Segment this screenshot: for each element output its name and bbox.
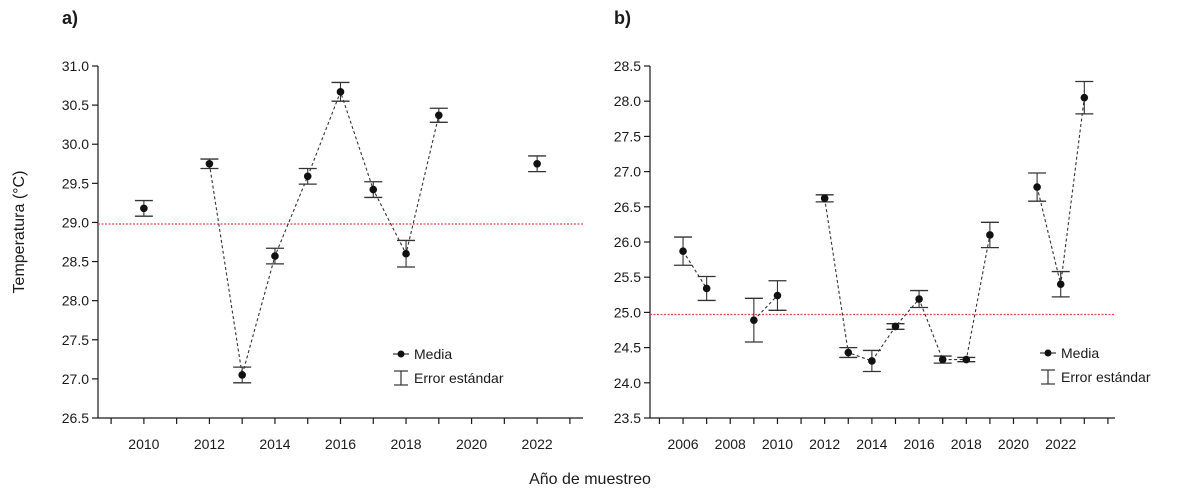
y-tick-label: 29.5 <box>62 175 89 191</box>
y-tick-label: 25.5 <box>614 269 641 285</box>
data-point <box>750 316 758 324</box>
data-point <box>891 322 900 331</box>
y-tick-label: 27.5 <box>62 332 89 348</box>
data-point <box>938 355 947 364</box>
x-axis-label: Año de muestreo <box>529 471 651 488</box>
y-tick-label: 26.0 <box>614 234 641 250</box>
legend-error-label: Error estándar <box>1061 369 1151 385</box>
data-point <box>369 185 378 194</box>
data-point <box>962 355 971 364</box>
panel-label: a) <box>62 8 78 28</box>
x-tick-label: 2008 <box>715 436 746 452</box>
data-point <box>820 194 829 203</box>
y-tick-label: 25.0 <box>614 304 641 320</box>
data-point <box>303 172 312 181</box>
y-tick-label: 26.5 <box>62 410 89 426</box>
x-tick-label: 2014 <box>856 436 887 452</box>
data-point <box>702 284 711 293</box>
panel-label: b) <box>614 8 631 28</box>
data-point <box>336 88 345 96</box>
y-tick-label: 28.5 <box>614 58 641 74</box>
legend-media-label: Media <box>414 346 452 362</box>
x-tick-label: 2016 <box>904 436 935 452</box>
y-tick-label: 28.0 <box>62 293 89 309</box>
y-tick-label: 31.0 <box>62 58 89 74</box>
x-tick-label: 2020 <box>456 436 487 452</box>
data-point <box>1056 280 1065 289</box>
y-tick-label: 23.5 <box>614 410 641 426</box>
x-tick-label: 2006 <box>667 436 698 452</box>
data-point <box>205 159 214 168</box>
y-tick-label: 24.5 <box>614 340 641 356</box>
x-tick-label: 2010 <box>128 436 159 452</box>
legend-media-marker <box>397 350 405 358</box>
y-tick-label: 29.0 <box>62 214 89 230</box>
y-tick-label: 26.5 <box>614 199 641 215</box>
y-tick-label: 30.0 <box>62 136 89 152</box>
series-line <box>753 295 778 321</box>
data-point <box>271 252 279 260</box>
data-point <box>986 231 994 239</box>
data-point <box>533 159 541 168</box>
x-tick-label: 2014 <box>259 436 290 452</box>
x-tick-label: 2012 <box>809 436 840 452</box>
data-point <box>773 291 782 300</box>
legend-error-label: Error estándar <box>414 370 504 386</box>
series-line <box>208 90 440 376</box>
y-tick-label: 30.5 <box>62 97 89 113</box>
y-axis-label: Temperatura (°C) <box>11 171 28 294</box>
data-point <box>679 247 687 255</box>
data-point <box>402 249 410 258</box>
y-tick-label: 28.5 <box>62 254 89 270</box>
x-tick-label: 2018 <box>390 436 421 452</box>
y-tick-label: 27.5 <box>614 128 641 144</box>
x-tick-label: 2012 <box>194 436 225 452</box>
x-tick-label: 2022 <box>522 436 553 452</box>
data-point <box>140 204 148 213</box>
y-tick-label: 24.0 <box>614 375 641 391</box>
data-point <box>915 295 923 303</box>
series-line <box>824 198 991 362</box>
legend-media-label: Media <box>1061 345 1099 361</box>
x-tick-label: 2016 <box>325 436 356 452</box>
data-point <box>844 348 853 357</box>
data-point <box>435 111 443 120</box>
series-line <box>1036 97 1085 285</box>
x-tick-label: 2022 <box>1045 436 1076 452</box>
panel-b: b) 23.5 24.0 24.5 25.0 25.5 26.0 26.5 27.0 27.5 28… <box>614 8 1151 452</box>
y-tick-label: 27.0 <box>62 371 89 387</box>
x-tick-label: 2010 <box>762 436 793 452</box>
y-tick-label: 28.0 <box>614 93 641 109</box>
series-line <box>682 250 708 289</box>
data-point <box>868 357 876 365</box>
y-tick-label: 27.0 <box>614 164 641 180</box>
panel-a: a) 26.5 27.0 27.5 28.0 28.5 29.0 29.5 30.0 30.5 31… <box>62 8 583 452</box>
x-tick-label: 2020 <box>998 436 1029 452</box>
data-point <box>238 371 246 379</box>
legend-media-marker <box>1044 349 1052 357</box>
data-point <box>1033 183 1041 191</box>
data-point <box>1080 93 1089 102</box>
x-tick-label: 2018 <box>951 436 982 452</box>
